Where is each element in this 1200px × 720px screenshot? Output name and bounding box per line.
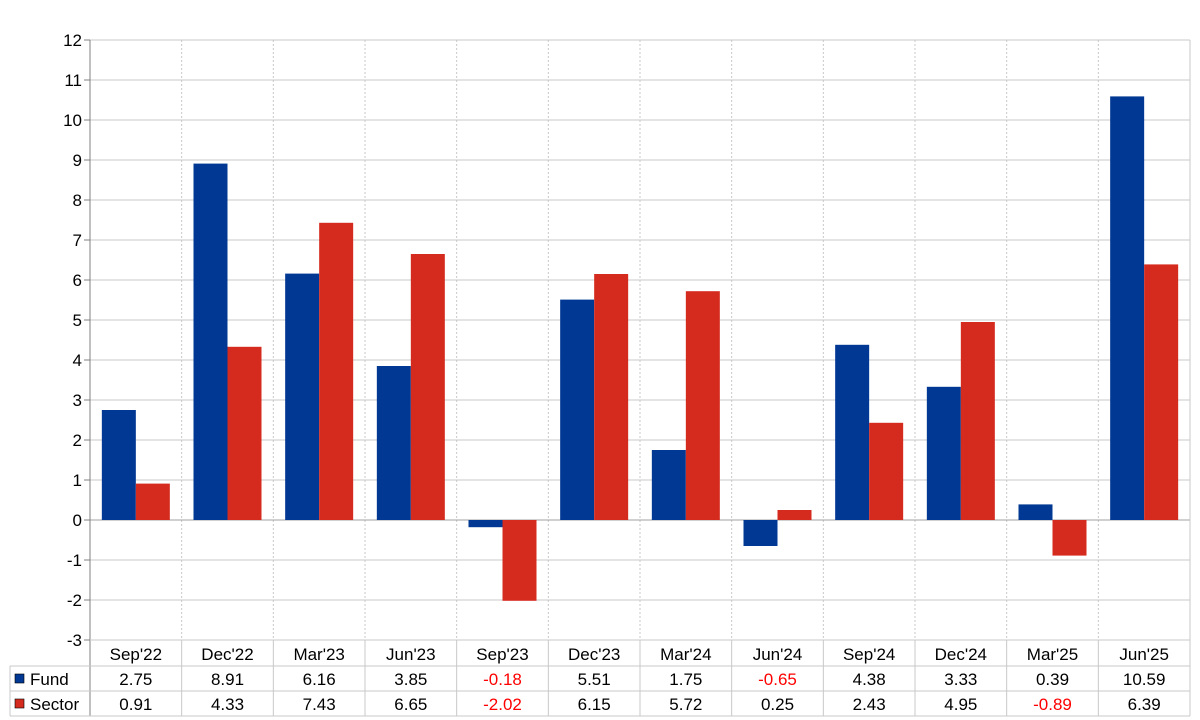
bar-sector-9 xyxy=(960,322,995,520)
value-label-sector: 6.15 xyxy=(578,695,611,714)
bar-sector-4 xyxy=(502,520,537,601)
bar-fund-3 xyxy=(376,366,411,520)
legend-swatch-sector xyxy=(14,698,25,709)
y-tick-label: 10 xyxy=(63,111,82,130)
bar-sector-11 xyxy=(1144,264,1179,520)
value-label-sector: -2.02 xyxy=(483,695,522,714)
y-tick-label: -2 xyxy=(67,591,82,610)
bar-fund-6 xyxy=(651,450,686,520)
legend-label-sector: Sector xyxy=(30,695,79,714)
value-label-fund: -0.65 xyxy=(758,670,797,689)
value-label-fund: 3.33 xyxy=(944,670,977,689)
bar-fund-10 xyxy=(1018,504,1053,520)
y-tick-label: 9 xyxy=(73,151,82,170)
bar-fund-4 xyxy=(468,520,503,528)
category-label: Jun'24 xyxy=(753,645,803,664)
legend-swatch-fund xyxy=(14,673,25,684)
category-label: Jun'23 xyxy=(386,645,436,664)
category-label: Sep'22 xyxy=(110,645,162,664)
bar-fund-2 xyxy=(285,273,320,520)
bar-fund-8 xyxy=(835,344,870,520)
category-label: Mar'23 xyxy=(293,645,344,664)
y-tick-label: 6 xyxy=(73,271,82,290)
y-tick-label: 7 xyxy=(73,231,82,250)
category-label: Mar'24 xyxy=(660,645,711,664)
value-label-fund: 4.38 xyxy=(853,670,886,689)
category-label: Sep'24 xyxy=(843,645,895,664)
bar-sector-2 xyxy=(319,222,354,521)
value-label-sector: 6.65 xyxy=(394,695,427,714)
y-tick-label: -3 xyxy=(67,631,82,650)
y-tick-label: 0 xyxy=(73,511,82,530)
y-tick-label: 1 xyxy=(73,471,82,490)
bar-fund-7 xyxy=(743,520,778,546)
y-tick-label: 3 xyxy=(73,391,82,410)
y-tick-label: 5 xyxy=(73,311,82,330)
bar-fund-9 xyxy=(926,386,961,520)
bar-sector-0 xyxy=(135,483,170,520)
value-label-fund: 8.91 xyxy=(211,670,244,689)
value-label-sector: 7.43 xyxy=(303,695,336,714)
bar-fund-1 xyxy=(193,163,228,520)
category-label: Jun'25 xyxy=(1119,645,1169,664)
y-tick-label: -1 xyxy=(67,551,82,570)
bar-sector-7 xyxy=(777,510,812,520)
bar-fund-0 xyxy=(101,410,136,520)
bar-sector-3 xyxy=(410,254,445,520)
value-label-sector: 2.43 xyxy=(853,695,886,714)
value-label-sector: 0.91 xyxy=(119,695,152,714)
category-label: Sep'23 xyxy=(476,645,528,664)
y-tick-label: 4 xyxy=(73,351,82,370)
value-label-sector: 4.33 xyxy=(211,695,244,714)
value-label-sector: -0.89 xyxy=(1033,695,1072,714)
value-label-sector: 6.39 xyxy=(1128,695,1161,714)
bar-sector-1 xyxy=(227,346,262,520)
legend-label-fund: Fund xyxy=(30,670,69,689)
value-label-fund: 0.39 xyxy=(1036,670,1069,689)
y-tick-label: 2 xyxy=(73,431,82,450)
bar-fund-5 xyxy=(560,299,595,520)
value-label-fund: 1.75 xyxy=(669,670,702,689)
y-tick-label: 11 xyxy=(64,71,82,90)
value-label-fund: 6.16 xyxy=(303,670,336,689)
bars xyxy=(101,96,1179,601)
bar-sector-5 xyxy=(594,274,629,520)
grid-lines xyxy=(90,39,1190,641)
y-tick-label: 12 xyxy=(63,31,82,50)
bar-sector-8 xyxy=(869,422,904,520)
value-label-sector: 5.72 xyxy=(669,695,702,714)
category-label: Mar'25 xyxy=(1027,645,1078,664)
y-tick-label: 8 xyxy=(73,191,82,210)
value-label-fund: -0.18 xyxy=(483,670,522,689)
category-label: Dec'22 xyxy=(201,645,253,664)
value-label-fund: 3.85 xyxy=(394,670,427,689)
bar-sector-10 xyxy=(1052,520,1087,556)
bar-fund-11 xyxy=(1110,96,1145,521)
bar-sector-6 xyxy=(685,291,720,520)
value-label-fund: 10.59 xyxy=(1123,670,1166,689)
data-table: Sep'22 Dec'22 Mar'23 Jun'23 Sep'23 Dec'23 Mar'… xyxy=(9,40,1191,717)
category-label: Dec'24 xyxy=(935,645,987,664)
value-label-sector: 0.25 xyxy=(761,695,794,714)
value-label-fund: 2.75 xyxy=(119,670,152,689)
value-label-fund: 5.51 xyxy=(578,670,611,689)
category-label: Dec'23 xyxy=(568,645,620,664)
value-label-sector: 4.95 xyxy=(944,695,977,714)
